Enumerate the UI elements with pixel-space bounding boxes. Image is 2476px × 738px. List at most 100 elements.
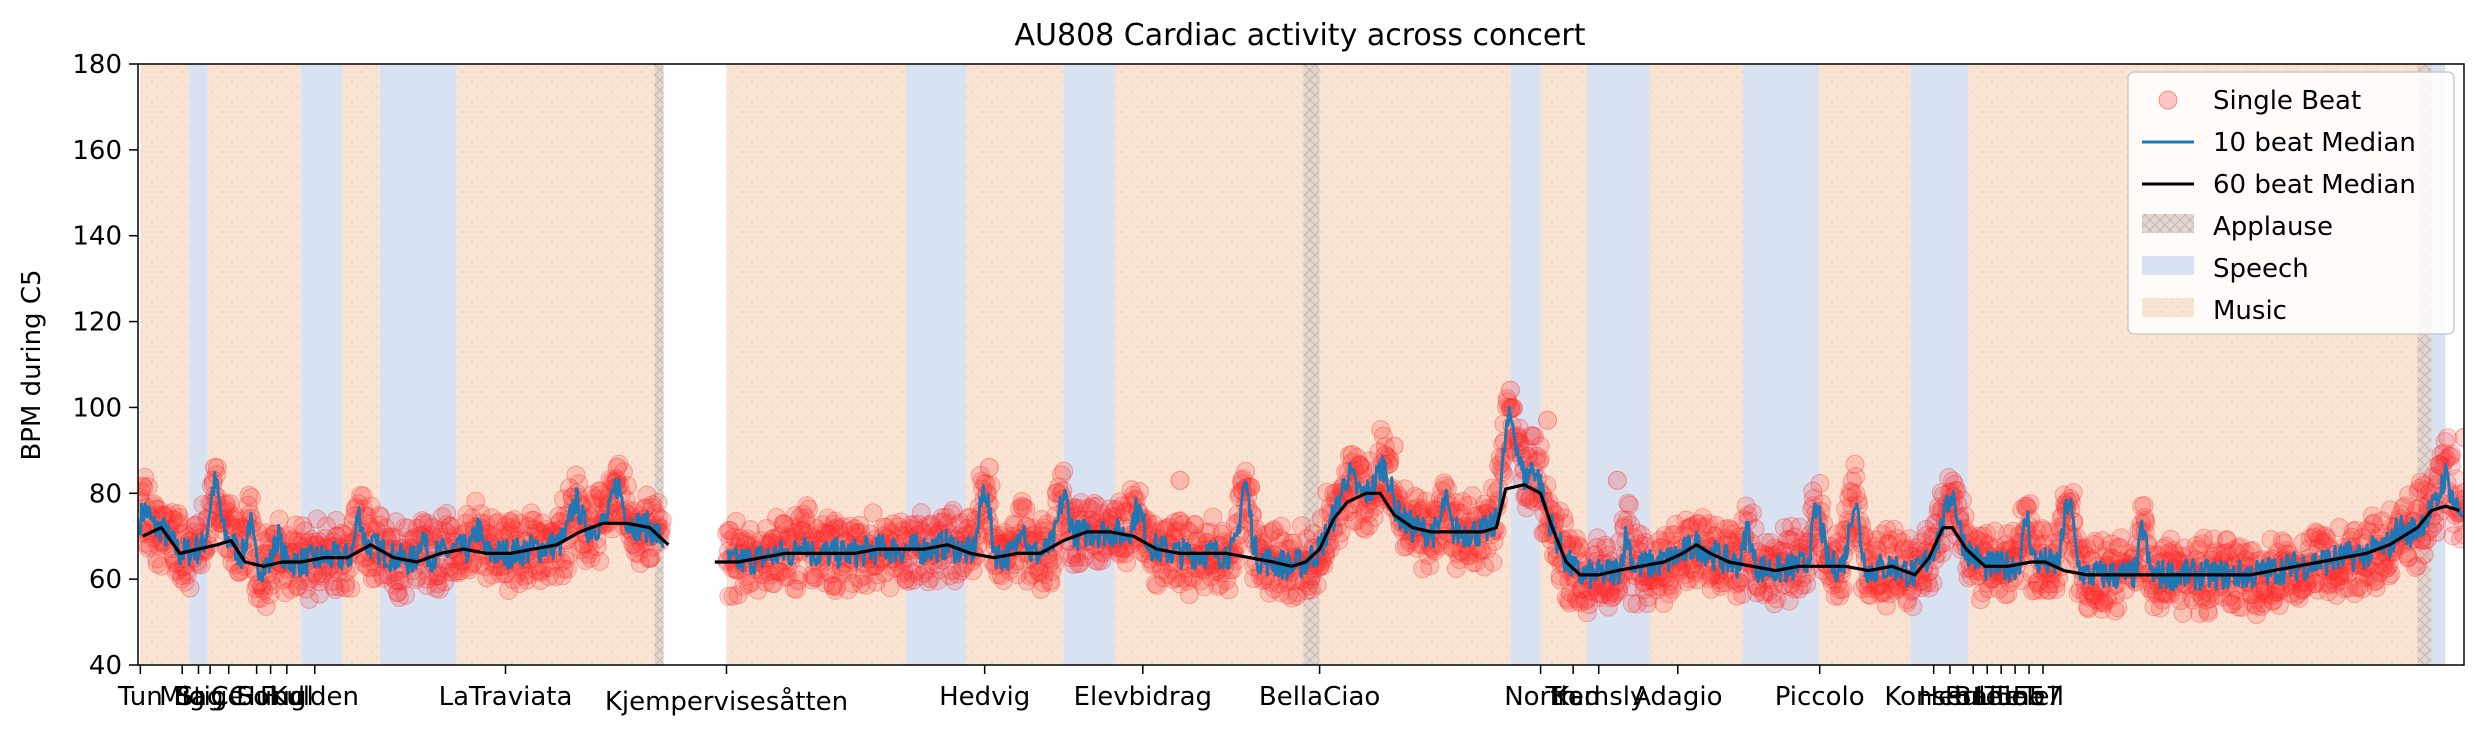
single-beat-point <box>186 515 206 535</box>
single-beat-point <box>395 585 415 605</box>
single-beat-point <box>1129 482 1149 502</box>
single-beat-point <box>184 522 204 542</box>
y-tick-label-140: 140 <box>72 222 122 252</box>
y-tick-label-40: 40 <box>89 651 122 681</box>
single-beat-point <box>138 467 155 487</box>
single-beat-point <box>246 579 266 599</box>
single-beat-point <box>226 511 246 531</box>
single-beat-point <box>1307 575 1327 595</box>
single-beat-point <box>147 554 167 574</box>
single-beat-point <box>171 569 191 589</box>
single-beat-outlier <box>1500 380 1520 400</box>
single-beat-outlier <box>607 458 627 478</box>
legend-applause-label: Applause <box>2213 212 2333 242</box>
single-beat-point <box>1797 574 1817 594</box>
single-beat-point <box>238 495 258 515</box>
single-beat-point <box>260 585 280 605</box>
single-beat-point <box>152 556 172 576</box>
legend-median10-label: 10 beat Median <box>2213 128 2416 158</box>
speech-span-15 <box>1510 64 1541 665</box>
x-tick-label-10: Kjempervisesåtten <box>605 686 848 717</box>
single-beat-point <box>1530 449 1550 469</box>
music-span-10 <box>966 64 1064 665</box>
single-beat-point <box>341 578 361 598</box>
single-beat-point <box>1846 466 1866 486</box>
single-beat-point <box>207 458 227 478</box>
single-beat-point <box>241 488 261 508</box>
legend-applause-swatch <box>2142 214 2194 233</box>
single-beat-point <box>138 477 158 497</box>
y-axis-label: BPM during C5 <box>17 269 47 460</box>
single-beat-point <box>169 513 189 533</box>
single-beat-point <box>176 561 196 581</box>
single-beat-outlier <box>979 458 999 478</box>
single-beat-point <box>1810 473 1830 493</box>
single-beat-outlier <box>1342 445 1362 465</box>
single-beat-outlier <box>1384 436 1404 456</box>
single-beat-point <box>138 482 151 502</box>
single-beat-point <box>2108 598 2128 618</box>
single-beat-point <box>223 508 243 528</box>
single-beat-point <box>247 588 267 608</box>
single-beat-point <box>283 529 303 549</box>
y-tick-label-100: 100 <box>72 393 122 423</box>
single-beat-point <box>250 589 270 609</box>
single-beat-point <box>590 551 610 571</box>
legend-single-beat-marker <box>2158 90 2178 110</box>
single-beat-point <box>1219 580 1239 600</box>
legend: Single Beat 10 beat Median 60 beat Media… <box>2127 71 2455 335</box>
y-tick-label-120: 120 <box>72 308 122 338</box>
single-beat-point <box>256 596 276 616</box>
single-beat-point <box>2442 444 2462 464</box>
y-tick-label-80: 80 <box>89 479 122 509</box>
x-tick-label-17: Adagio <box>1633 682 1722 712</box>
single-beat-point <box>166 562 186 582</box>
single-beat-point <box>1619 495 1639 515</box>
music-span-6 <box>456 64 655 665</box>
single-beat-point <box>185 516 205 536</box>
single-beat-point <box>216 494 236 514</box>
single-beat-point <box>226 518 246 538</box>
single-beat-point <box>1903 597 1923 617</box>
single-beat-point <box>275 583 295 603</box>
single-beat-point <box>1833 579 1853 599</box>
applause-span-13 <box>1303 64 1320 665</box>
single-beat-point <box>168 504 188 524</box>
x-tick-label-18: Piccolo <box>1775 682 1865 712</box>
single-beat-point <box>1045 554 1065 574</box>
single-beat-point <box>162 503 182 523</box>
chart-title: AU808 Cardiac activity across concert <box>1015 18 1586 53</box>
speech-span-11 <box>1063 64 1115 665</box>
single-beat-point <box>1742 503 1762 523</box>
legend-median60-label: 60 beat Median <box>2213 170 2416 200</box>
single-beat-point <box>289 535 309 555</box>
legend-speech-swatch <box>2142 256 2194 275</box>
music-span-0 <box>140 64 190 665</box>
single-beat-point <box>799 499 819 519</box>
single-beat-point <box>2020 494 2040 514</box>
single-beat-point <box>138 476 152 496</box>
single-beat-point <box>281 579 301 599</box>
single-beat-point <box>239 485 259 505</box>
single-beat-point <box>175 572 195 592</box>
y-tick-label-160: 160 <box>72 136 122 166</box>
single-beat-point <box>225 506 245 526</box>
single-beat-point <box>256 523 276 543</box>
single-beat-point <box>180 578 200 598</box>
single-beat-point <box>1016 499 1036 519</box>
single-beat-point <box>177 565 197 585</box>
single-beat-point <box>2438 428 2458 448</box>
single-beat-point <box>138 477 154 497</box>
single-beat-point <box>286 515 306 535</box>
single-beat-point <box>287 532 307 552</box>
single-beat-point <box>880 578 900 598</box>
y-axis: 40 60 80 100 120 140 160 180 <box>72 50 138 681</box>
legend-music-swatch <box>2142 298 2194 317</box>
single-beat-point <box>2414 545 2434 565</box>
x-tick-label-16: Kemsly <box>1552 682 1645 712</box>
single-beat-point <box>1494 466 1514 486</box>
single-beat-point <box>138 538 158 558</box>
x-tick-label-12: Elevbidrag <box>1074 682 1212 712</box>
